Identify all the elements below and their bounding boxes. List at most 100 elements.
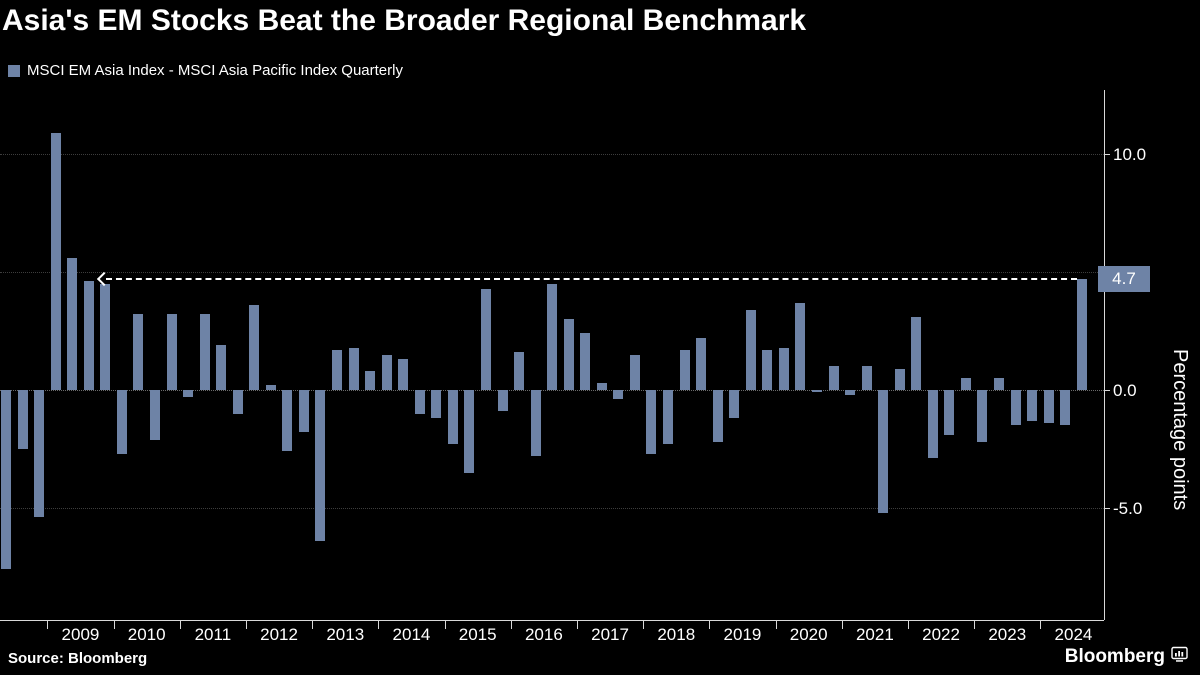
bar-2022Q3 — [944, 390, 955, 435]
bar-2017Q1 — [580, 333, 591, 390]
bar-2018Q3 — [679, 349, 690, 390]
bar-2023Q3 — [1010, 390, 1021, 426]
bar-2019Q1 — [712, 390, 723, 442]
bar-2012Q2 — [265, 385, 276, 390]
x-axis-tick — [576, 620, 578, 629]
bar-2023Q2 — [994, 378, 1004, 390]
x-axis-tick — [378, 620, 380, 629]
bar-2010Q3 — [149, 390, 160, 440]
bar-2010Q2 — [133, 314, 144, 390]
y-axis-tick — [1104, 508, 1110, 509]
bar-2016Q3 — [547, 283, 558, 390]
x-axis-label-2024: 2024 — [1054, 625, 1093, 644]
plot-area — [0, 90, 1104, 620]
x-axis-tick — [47, 620, 49, 629]
x-axis-tick — [841, 620, 843, 629]
bar-2013Q3 — [348, 347, 359, 390]
bar-2020Q1 — [778, 347, 789, 390]
bar-2014Q2 — [398, 359, 409, 390]
x-axis-label-2016: 2016 — [524, 625, 563, 644]
bar-2018Q4 — [696, 338, 707, 390]
bar-2024Q1 — [1043, 390, 1054, 424]
bar-2020Q2 — [795, 302, 806, 390]
bar-2013Q1 — [315, 390, 326, 542]
y-axis-line — [1104, 90, 1105, 620]
x-axis-label-2021: 2021 — [855, 625, 894, 644]
chart-title: Asia's EM Stocks Beat the Broader Region… — [2, 4, 807, 37]
x-axis-tick — [510, 620, 512, 629]
bar-2015Q4 — [497, 390, 508, 412]
bar-2011Q1 — [183, 390, 194, 398]
brand-wordmark: Bloomberg — [1064, 646, 1165, 667]
legend-label: MSCI EM Asia Index - MSCI Asia Pacific I… — [27, 62, 403, 79]
chart-area: 4.7 Percentage points 10.05.00.0-5.02009… — [0, 90, 1200, 644]
bar-2016Q2 — [530, 390, 541, 457]
y-axis-title: Percentage points — [1169, 349, 1191, 511]
bar-2023Q4 — [1027, 390, 1038, 421]
bar-2015Q2 — [464, 390, 475, 473]
x-axis-label-2015: 2015 — [458, 625, 497, 644]
bar-2019Q4 — [762, 349, 773, 390]
bar-2014Q3 — [414, 390, 425, 414]
bloomberg-terminal-icon — [1171, 646, 1188, 668]
x-axis-label-2018: 2018 — [657, 625, 696, 644]
y-axis-label--5.0: -5.0 — [1113, 499, 1143, 518]
bar-2010Q1 — [116, 390, 127, 454]
legend: MSCI EM Asia Index - MSCI Asia Pacific I… — [8, 62, 403, 79]
x-axis-tick — [179, 620, 181, 629]
x-axis-label-2020: 2020 — [789, 625, 828, 644]
bar-2018Q2 — [663, 390, 673, 445]
bar-2008Q3 — [17, 390, 28, 449]
gridline-5 — [0, 272, 1104, 273]
bar-2012Q1 — [249, 305, 260, 390]
bar-2021Q4 — [894, 368, 905, 390]
x-axis-tick — [245, 620, 247, 629]
bar-2024Q3 — [1076, 279, 1087, 390]
bar-2016Q4 — [563, 319, 574, 390]
bar-2016Q1 — [514, 352, 525, 390]
x-axis-label-2010: 2010 — [127, 625, 166, 644]
bar-2018Q1 — [646, 390, 657, 454]
bar-2009Q4 — [100, 283, 111, 390]
bar-2024Q2 — [1060, 390, 1071, 426]
bar-2019Q3 — [745, 309, 756, 390]
bar-2012Q3 — [282, 390, 293, 452]
x-axis-line — [0, 620, 1104, 621]
gridline-10 — [0, 154, 1104, 155]
y-axis-label-0.0: 0.0 — [1113, 381, 1137, 400]
annotation-value-badge: 4.7 — [1098, 266, 1150, 293]
bar-2021Q1 — [845, 390, 856, 395]
x-axis-tick — [775, 620, 777, 629]
annotation-dashed-line — [106, 278, 1077, 281]
bar-2022Q2 — [927, 390, 938, 459]
x-axis-label-2012: 2012 — [260, 625, 298, 644]
bar-2008Q4 — [34, 390, 45, 518]
bar-2017Q3 — [613, 390, 624, 400]
x-axis-label-2014: 2014 — [392, 625, 431, 644]
x-axis-label-2009: 2009 — [61, 625, 100, 644]
y-axis-tick — [1104, 390, 1110, 391]
x-axis-tick — [444, 620, 446, 629]
x-axis-tick — [312, 620, 314, 629]
bar-2017Q2 — [596, 382, 607, 390]
bar-2022Q4 — [960, 378, 971, 390]
x-axis-tick — [709, 620, 711, 629]
bar-2009Q3 — [83, 281, 94, 390]
x-axis-label-2023: 2023 — [988, 625, 1027, 644]
bar-2015Q1 — [447, 390, 458, 445]
bar-2019Q2 — [729, 390, 740, 419]
bar-2021Q2 — [861, 366, 872, 390]
bar-2010Q4 — [166, 314, 177, 390]
x-axis-tick — [113, 620, 115, 629]
legend-swatch-icon — [8, 64, 20, 77]
bar-2023Q1 — [977, 390, 988, 442]
x-axis-tick — [643, 620, 645, 629]
x-axis-tick — [974, 620, 976, 629]
bar-2013Q4 — [365, 371, 376, 390]
bar-2012Q4 — [298, 390, 309, 433]
bar-2020Q4 — [828, 366, 839, 390]
bar-2015Q3 — [480, 288, 491, 390]
y-axis-tick — [1104, 154, 1110, 155]
bar-2011Q2 — [199, 314, 210, 390]
